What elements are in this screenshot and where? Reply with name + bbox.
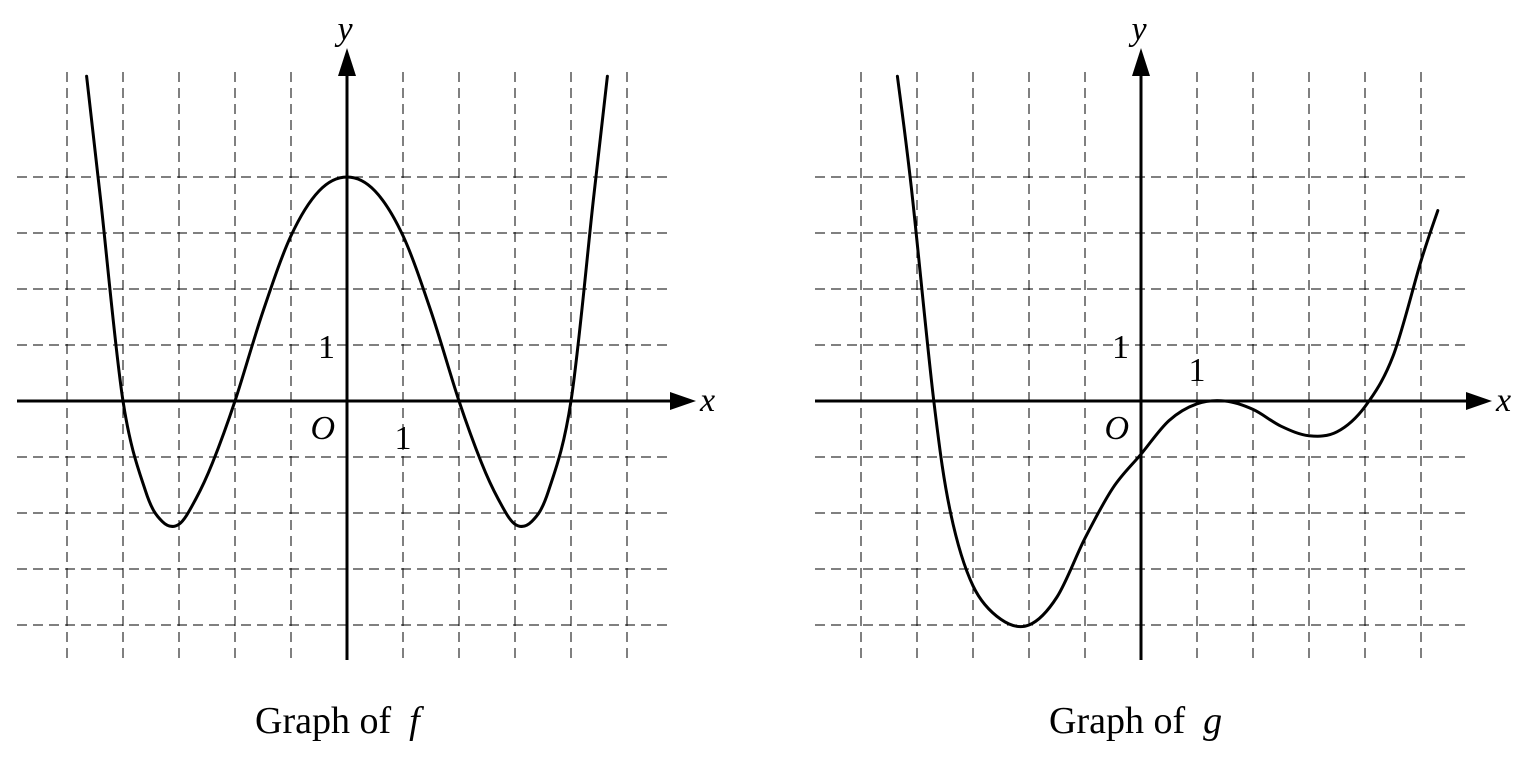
graph-g-x-axis-label: x (1495, 382, 1511, 419)
graph-f-y-unit-label: 1 (318, 329, 335, 366)
graph-f-curve (85, 74, 609, 528)
graph-g-caption-prefix: Graph of (1049, 700, 1185, 742)
graph-g-panel: x y O 1 1 Graph of g (815, 11, 1511, 742)
graph-f-y-arrow-icon (338, 48, 356, 76)
graph-f-panel: x y O 1 1 Graph of f (17, 11, 715, 742)
graph-f-x-unit-label: 1 (395, 420, 412, 457)
graph-g-axes (815, 48, 1492, 660)
graph-g-x-arrow-icon (1466, 392, 1492, 410)
graph-g-origin-label: O (1104, 410, 1129, 447)
graph-g-y-axis-label: y (1128, 11, 1147, 48)
graph-f-x-arrow-icon (670, 392, 696, 410)
graph-f-origin-label: O (310, 410, 335, 447)
graph-g-x-unit-label: 1 (1189, 352, 1206, 389)
graph-f-grid (17, 72, 672, 660)
graph-g-y-unit-label: 1 (1112, 329, 1129, 366)
graph-g-curve (895, 74, 1440, 629)
graph-f-caption-function: f (409, 700, 424, 742)
graph-f-caption: Graph of f (255, 700, 424, 742)
graph-g-y-arrow-icon (1132, 48, 1150, 76)
graph-g-caption-function: g (1203, 700, 1222, 742)
graph-f-x-axis-label: x (699, 382, 715, 419)
graph-f-y-axis-label: y (334, 11, 353, 48)
graph-g-caption: Graph of g (1049, 700, 1222, 742)
graph-f-axes (17, 48, 696, 660)
graph-f-caption-prefix: Graph of (255, 700, 391, 742)
